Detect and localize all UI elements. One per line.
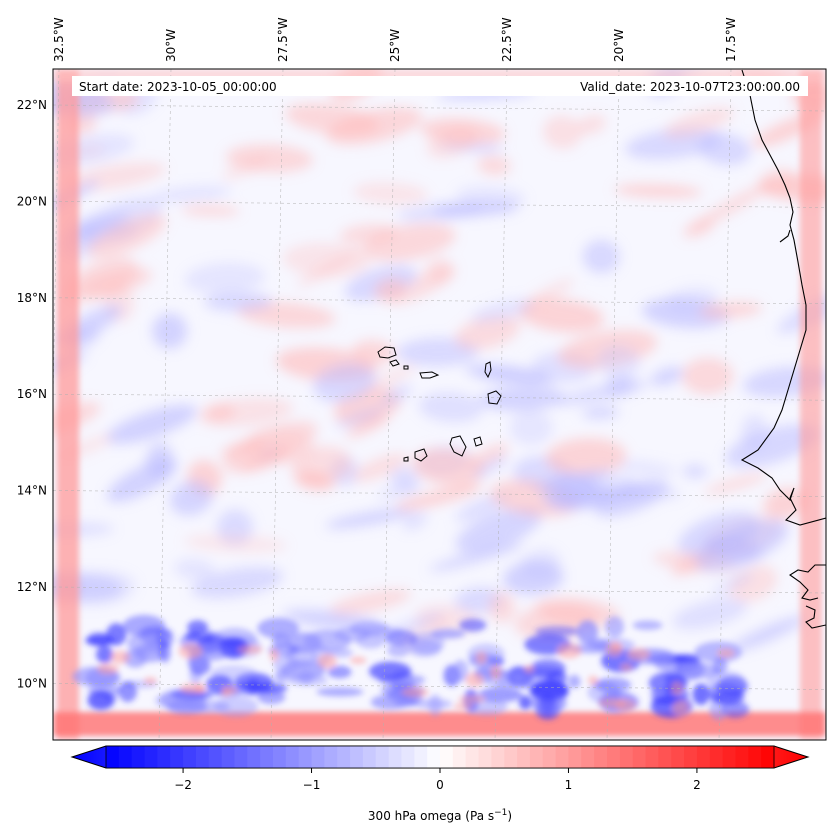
lon-label-1: 30°W	[164, 29, 178, 62]
colorbar-tick-3: 1	[565, 778, 573, 792]
lat-label-6: 10°N	[17, 676, 47, 690]
lon-label-5: 20°W	[612, 29, 626, 62]
longitude-labels: 32.5°W 30°W 27.5°W 25°W 22.5°W 20°W 17.5°W	[52, 17, 738, 62]
latitude-labels: 22°N 20°N 18°N 16°N 14°N 12°N 10°N	[17, 98, 47, 690]
meridian	[382, 69, 396, 740]
parallel	[53, 683, 826, 690]
lat-label-0: 22°N	[17, 98, 47, 112]
meridian	[606, 69, 620, 740]
lon-label-3: 25°W	[388, 29, 402, 62]
colorbar-label: 300 hPa omega (Pa s−1)	[368, 808, 512, 823]
parallel	[53, 586, 826, 594]
colorbar-tick-0: −2	[174, 778, 192, 792]
omega-field	[53, 69, 826, 740]
colorbar-tick-2: 0	[436, 778, 444, 792]
parallel	[53, 201, 826, 208]
meridian	[270, 69, 284, 740]
parallel	[53, 490, 826, 497]
valid-date-label: Valid_date: 2023-10-07T23:00:00.00	[580, 80, 800, 94]
lat-label-2: 18°N	[17, 291, 47, 305]
date-label-background	[72, 76, 808, 96]
lon-label-4: 22.5°W	[500, 17, 514, 62]
colorbar: −2 −1 0 1 2 300 hPa omega (Pa s−1)	[70, 745, 810, 823]
colorbar-ticks: −2 −1 0 1 2	[174, 768, 701, 792]
parallel	[53, 297, 826, 305]
africa-coastline	[740, 69, 826, 629]
lon-label-2: 27.5°W	[276, 17, 290, 62]
lat-label-3: 16°N	[17, 387, 47, 401]
ascent-band	[72, 614, 750, 721]
start-date-label: Start date: 2023-10-05_00:00:00	[79, 80, 277, 94]
graticule	[53, 69, 826, 740]
meridian	[158, 69, 172, 740]
map-frame	[52, 68, 827, 741]
lat-label-5: 12°N	[17, 580, 47, 594]
colorbar-tick-1: −1	[303, 778, 321, 792]
colorbar-steps	[105, 745, 775, 769]
parallel	[53, 393, 826, 401]
parallel	[53, 104, 826, 112]
lon-label-0: 32.5°W	[52, 17, 66, 62]
cape-verde-islands	[377, 346, 502, 462]
colorbar-tick-4: 2	[693, 778, 701, 792]
lat-label-1: 20°N	[17, 194, 47, 208]
lat-label-4: 14°N	[17, 484, 47, 498]
meridian	[494, 69, 508, 740]
meridian	[718, 69, 732, 740]
lon-label-6: 17.5°W	[724, 17, 738, 62]
